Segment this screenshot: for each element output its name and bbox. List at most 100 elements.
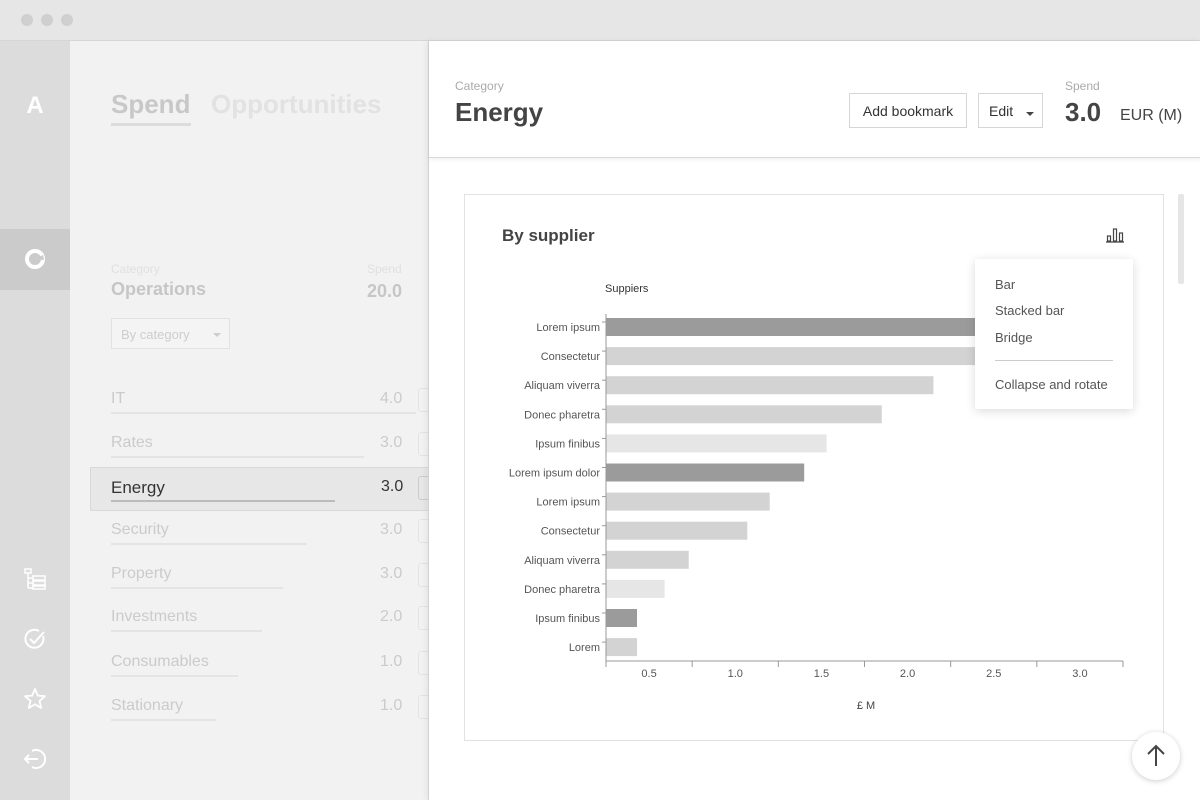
grouping-select-value: By category [121, 327, 190, 342]
category-row[interactable]: Rates 3.0 [70, 424, 428, 468]
edit-label: Edit [989, 102, 1014, 119]
bar [606, 579, 665, 598]
edit-dropdown-button[interactable]: Edit [978, 93, 1043, 128]
bar-label: Donec pharetra [524, 409, 601, 421]
spend-unit: EUR (M) [1120, 107, 1183, 124]
chart-type-menu: Bar Stacked bar Bridge Collapse and rota… [975, 259, 1133, 409]
bar [606, 405, 882, 424]
bar [606, 318, 1063, 336]
maximize-window-icon[interactable] [61, 14, 73, 26]
app-logo[interactable]: A [26, 92, 44, 119]
category-bar [111, 500, 335, 502]
chevron-down-icon [1026, 112, 1034, 116]
category-row-selected[interactable]: Energy 3.0 [90, 467, 428, 511]
category-row[interactable]: IT 4.0 [70, 380, 428, 424]
scroll-to-top-button[interactable] [1132, 732, 1180, 780]
tab-opportunities[interactable]: Opportunities [211, 89, 382, 119]
close-window-icon[interactable] [21, 14, 33, 26]
category-row[interactable]: Stationary 1.0 [70, 687, 428, 731]
bar-label: Ipsum finibus [535, 438, 600, 450]
star-icon[interactable] [23, 687, 47, 711]
category-bar [111, 412, 416, 414]
pie-chart-icon[interactable] [23, 247, 47, 271]
category-value: 3.0 [381, 478, 404, 495]
bar [606, 638, 638, 657]
menu-item-stacked-bar[interactable]: Stacked bar [995, 303, 1065, 318]
x-axis-label: £ M [857, 700, 875, 712]
category-row[interactable]: Consumables 1.0 [70, 643, 428, 687]
nav-item-analytics[interactable] [0, 229, 70, 290]
arrow-up-icon [1147, 744, 1165, 766]
bar [606, 521, 748, 540]
menu-item-bar[interactable]: Bar [995, 277, 1016, 292]
bar-label: Consectetur [541, 351, 601, 363]
category-detail-panel: Category Energy Add bookmark Edit Spend … [428, 41, 1200, 800]
category-value: 3.0 [380, 521, 403, 538]
category-value: 4.0 [380, 390, 403, 407]
spend-value: 20.0 [367, 281, 403, 301]
hierarchy-list-icon[interactable] [23, 567, 47, 591]
category-row[interactable]: Security 3.0 [70, 511, 428, 555]
row-handle [418, 606, 428, 630]
category-name: Consumables [111, 653, 209, 670]
grouping-select[interactable]: By category [111, 318, 230, 349]
card-title: By supplier [502, 226, 595, 245]
category-bar [111, 719, 216, 721]
category-bar [111, 587, 283, 589]
category-name: Energy [111, 478, 165, 497]
category-label: Category [455, 79, 504, 93]
category-value: 3.0 [380, 565, 403, 582]
bar-label: Ipsum finibus [535, 613, 600, 625]
x-tick-label: 2.5 [986, 668, 1001, 680]
minimize-window-icon[interactable] [41, 14, 53, 26]
bar [606, 609, 638, 627]
category-bar [111, 675, 238, 677]
check-circle-icon[interactable] [23, 627, 47, 651]
bar-label: Aliquam viverra [524, 555, 601, 567]
menu-divider [995, 360, 1113, 361]
main-nav-rail: A [0, 41, 70, 800]
row-handle [418, 563, 428, 587]
category-name: Stationary [111, 697, 184, 714]
row-handle [418, 432, 428, 456]
bar [606, 376, 934, 395]
add-bookmark-button[interactable]: Add bookmark [849, 93, 967, 128]
category-value: Operations [111, 279, 207, 299]
category-row[interactable]: Investments 2.0 [70, 598, 428, 642]
bar-label: Aliquam viverra [524, 380, 601, 392]
supplier-chart-card: By supplier Suppiers Lorem ipsum Consectet… [464, 194, 1164, 741]
bar [606, 347, 1055, 366]
supplier-bar-chart: Suppiers Lorem ipsum Consectetur Aliquam vi… [509, 283, 1124, 712]
menu-item-collapse-rotate[interactable]: Collapse and rotate [995, 377, 1108, 392]
bar [606, 463, 805, 482]
bar-label: Donec pharetra [524, 584, 601, 596]
bar-label: Lorem [569, 642, 600, 654]
page-title: Energy [455, 97, 544, 127]
bar-chart-icon[interactable] [1106, 227, 1124, 243]
chevron-down-icon [213, 333, 221, 337]
tab-spend[interactable]: Spend [111, 89, 191, 119]
menu-item-bridge[interactable]: Bridge [995, 330, 1033, 345]
category-name: Security [111, 521, 169, 538]
bar-label: Consectetur [541, 526, 601, 538]
category-name: Property [111, 565, 172, 582]
spend-value: 3.0 [1065, 97, 1102, 127]
category-name: Investments [111, 608, 198, 625]
x-tick-label: 1.0 [728, 668, 743, 680]
category-bar [111, 456, 364, 458]
scrollbar-thumb[interactable] [1178, 194, 1184, 284]
bar [606, 550, 689, 569]
category-value: 1.0 [380, 697, 403, 714]
x-tick-label: 1.5 [814, 668, 829, 680]
spend-label: Spend [367, 262, 402, 276]
detail-header: Category Energy Add bookmark Edit Spend … [429, 41, 1200, 158]
chart-title: Suppiers [605, 283, 649, 295]
bar-label: Lorem ipsum [536, 322, 600, 334]
logout-icon[interactable] [23, 747, 47, 771]
category-name: Rates [111, 434, 153, 451]
category-value: 3.0 [380, 434, 403, 451]
row-handle [418, 695, 428, 719]
bar-label: Lorem ipsum [536, 497, 600, 509]
category-row[interactable]: Property 3.0 [70, 555, 428, 599]
x-tick-label: 0.5 [641, 668, 656, 680]
